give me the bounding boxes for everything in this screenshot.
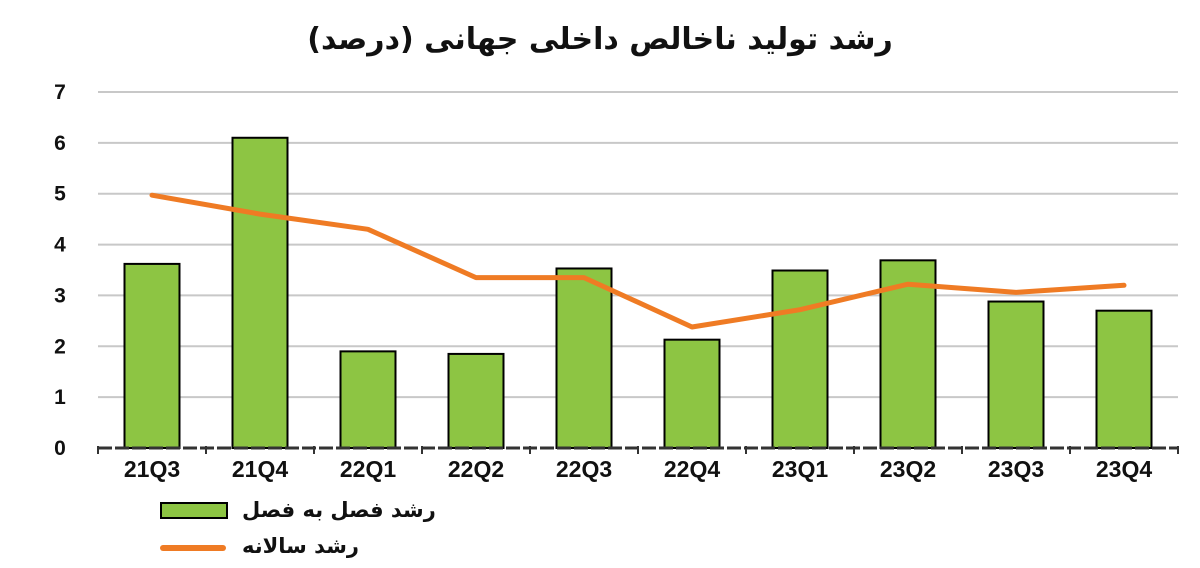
line-point	[475, 277, 477, 279]
legend-label-bar: رشد فصل به فصل	[242, 498, 436, 522]
bar	[1095, 309, 1153, 449]
legend-label-line: رشد سالانه	[242, 534, 359, 558]
x-tick-label: 21Q4	[232, 456, 288, 482]
line-point	[1123, 284, 1125, 286]
y-tick-label: 0	[54, 437, 66, 460]
chart-title: رشد تولید ناخالص داخلی جهانی (درصد)	[307, 22, 893, 57]
line-point	[1015, 291, 1017, 293]
legend-swatch-bar	[160, 502, 228, 519]
y-tick-label: 3	[54, 284, 66, 307]
bar	[663, 338, 721, 449]
x-tick-label: 22Q1	[340, 456, 396, 482]
y-tick-label: 1	[54, 386, 66, 409]
y-tick-label: 5	[54, 183, 66, 206]
x-tick-label: 23Q4	[1096, 456, 1152, 482]
legend-swatch-line	[160, 545, 226, 551]
line-series-annual-growth	[149, 192, 1127, 330]
y-tick-label: 6	[54, 132, 66, 155]
line-point	[583, 277, 585, 279]
x-tick-label: 23Q2	[880, 456, 936, 482]
x-tick-label: 23Q3	[988, 456, 1044, 482]
bar	[339, 350, 397, 449]
bar	[555, 267, 613, 449]
line-point	[799, 309, 801, 311]
bar	[447, 352, 505, 449]
y-tick-label: 2	[54, 335, 66, 358]
y-tick-label: 7	[54, 81, 66, 104]
x-tick-label: 23Q1	[772, 456, 828, 482]
bar	[123, 262, 181, 450]
y-tick-label: 4	[54, 234, 66, 257]
bar	[771, 269, 829, 449]
line-point	[151, 194, 153, 196]
legend-item-bar: رشد فصل به فصل	[160, 496, 460, 532]
x-tick-label: 21Q3	[124, 456, 180, 482]
line-point	[367, 228, 369, 230]
legend-item-line: رشد سالانه	[160, 532, 460, 568]
line-point	[259, 213, 261, 215]
legend: رشد فصل به فصل رشد سالانه	[160, 496, 460, 568]
bar	[231, 136, 289, 449]
x-tick-label: 22Q2	[448, 456, 504, 482]
line-point	[691, 326, 693, 328]
line-point	[907, 283, 909, 285]
x-tick-label: 22Q3	[556, 456, 612, 482]
bar	[987, 300, 1045, 449]
bar	[879, 259, 937, 449]
x-tick-label: 22Q4	[664, 456, 720, 482]
